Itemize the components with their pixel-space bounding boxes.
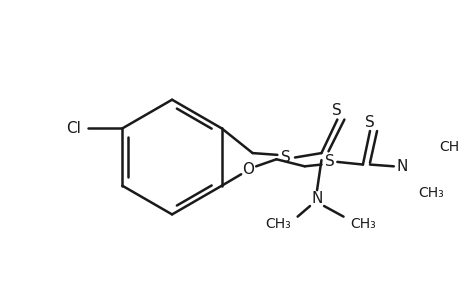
Text: N: N xyxy=(311,191,322,206)
Text: CH₃: CH₃ xyxy=(418,186,443,200)
Text: Cl: Cl xyxy=(66,121,81,136)
Text: S: S xyxy=(324,154,334,169)
Text: O: O xyxy=(242,162,254,177)
Text: CH₃: CH₃ xyxy=(264,217,290,231)
Text: CH₃: CH₃ xyxy=(439,140,459,154)
Text: CH₃: CH₃ xyxy=(350,217,375,231)
Text: S: S xyxy=(280,150,291,165)
Text: S: S xyxy=(332,103,341,118)
Text: S: S xyxy=(364,115,374,130)
Text: N: N xyxy=(396,159,408,174)
